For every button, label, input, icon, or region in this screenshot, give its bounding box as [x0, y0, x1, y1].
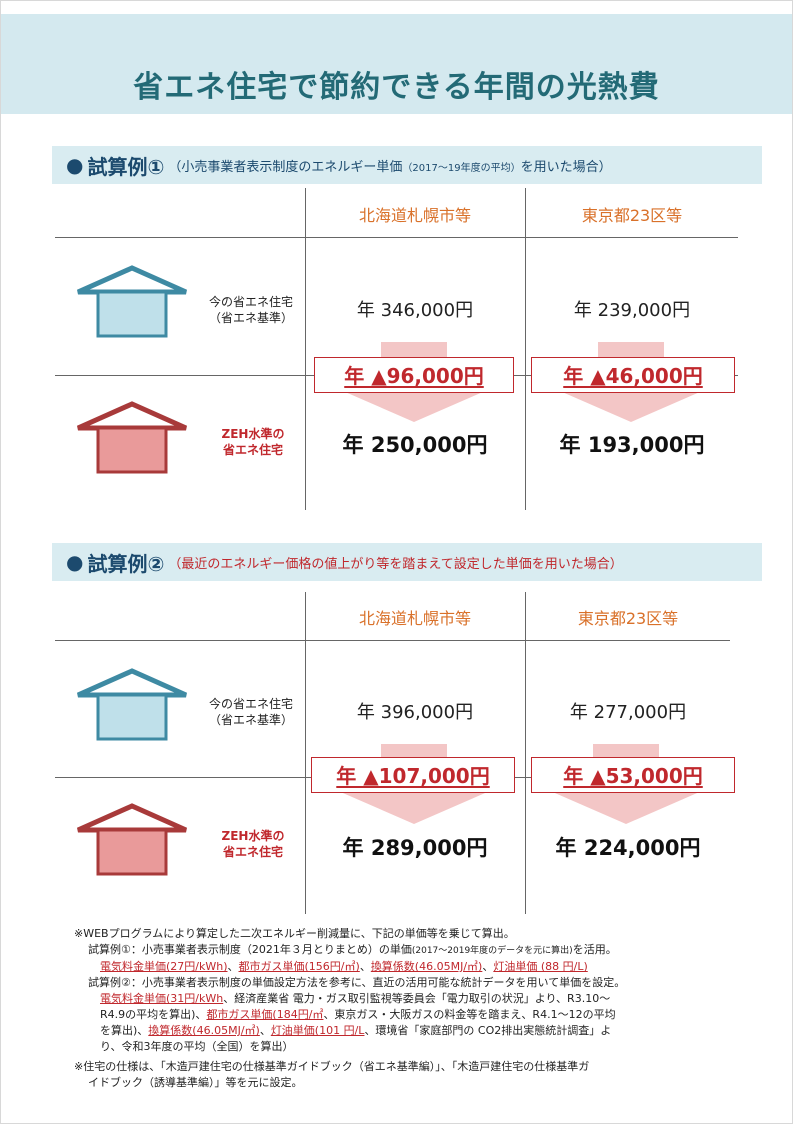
note-line: 電気料金単価(31円/kWh、経済産業省 電力・ガス取引監視等委員会「電力取引の… [100, 992, 611, 1005]
saving-amount-sapporo: 年 ▲96,000円 [314, 357, 514, 393]
zeh-cost-sapporo: 年 289,000円 [342, 836, 488, 860]
note-line: ※住宅の仕様は、「木造戸建住宅の仕様基準ガイドブック（省エネ基準編）」、「木造戸… [74, 1060, 590, 1073]
current-house-label: 今の省エネ住宅 （省エネ基準） [208, 295, 293, 325]
table-divider [525, 188, 526, 510]
note-line: ※WEBプログラムにより算定した二次エネルギー削減量に、下記の単価等を乗じて算出… [74, 927, 515, 940]
page-title: 省エネ住宅で節約できる年間の光熱費 [133, 70, 660, 105]
current-cost-tokyo: 年 239,000円 [573, 300, 691, 321]
column-header-tokyo: 東京都23区等 [577, 609, 679, 628]
table-divider [305, 592, 306, 914]
note-line: 電気料金単価(27円/kWh)、都市ガス単価(156円/㎥)、換算係数(46.0… [100, 960, 588, 973]
zeh-cost-sapporo: 年 250,000円 [342, 433, 488, 457]
zeh-house-icon [76, 803, 188, 876]
column-header-tokyo: 東京都23区等 [581, 206, 683, 225]
current-cost-tokyo: 年 277,000円 [569, 702, 687, 723]
current-house-icon [76, 265, 188, 338]
table-divider [525, 592, 526, 914]
saving-amount-tokyo: 年 ▲46,000円 [531, 357, 735, 393]
note-line: R4.9の平均を算出)、都市ガス単価(184円/㎥、東京ガス・大阪ガスの料金等を… [100, 1008, 616, 1021]
section-1-table: 北海道札幌市等 東京都23区等 今の省エネ住宅 （省エネ基準） ZEH水準の 省エネ… [0, 188, 793, 518]
section-2-header: ● 試算例② （最近のエネルギー価格の値上がり等を踏まえて設定した単価を用いた場… [52, 543, 762, 581]
zeh-cost-tokyo: 年 224,000円 [555, 836, 701, 860]
note-line: 試算例②：小売事業者表示制度の単価設定方法を参考に、直近の活用可能な統計データを… [88, 976, 626, 989]
note-line: を算出)、換算係数(46.05MJ/㎥)、灯油単価(101 円/L、環境省「家庭… [100, 1024, 612, 1037]
current-house-label: 今の省エネ住宅 （省エネ基準） [208, 697, 293, 727]
column-header-sapporo: 北海道札幌市等 [358, 206, 471, 225]
saving-amount-tokyo: 年 ▲53,000円 [531, 757, 735, 793]
column-header-sapporo: 北海道札幌市等 [358, 609, 471, 628]
current-cost-sapporo: 年 346,000円 [356, 300, 474, 321]
section-bullet: ● [66, 550, 84, 574]
section-label: 試算例② [87, 551, 165, 576]
header-band [1, 14, 792, 114]
zeh-cost-tokyo: 年 193,000円 [559, 433, 705, 457]
note-line: イドブック（誘導基準編）」等を元に設定。 [88, 1076, 303, 1089]
note-line: り、令和3年度の平均（全国）を算出） [100, 1040, 294, 1053]
section-description: （最近のエネルギー価格の値上がり等を踏まえて設定した単価を用いた場合） [168, 556, 623, 572]
current-cost-sapporo: 年 396,000円 [356, 702, 474, 723]
section-1-header: ● 試算例① （小売事業者表示制度のエネルギー単価（2017～19年度の平均）を… [52, 146, 762, 184]
section-description: （小売事業者表示制度のエネルギー単価（2017～19年度の平均）を用いた場合） [168, 159, 612, 175]
zeh-house-label: ZEH水準の 省エネ住宅 [221, 427, 285, 457]
current-house-icon [76, 668, 188, 741]
table-divider [55, 640, 730, 641]
zeh-house-icon [76, 401, 188, 474]
section-2-table: 北海道札幌市等 東京都23区等 今の省エネ住宅 （省エネ基準） ZEH水準の 省エネ… [0, 592, 793, 922]
section-label: 試算例① [87, 154, 165, 179]
section-bullet: ● [66, 153, 84, 177]
table-divider [305, 188, 306, 510]
saving-amount-sapporo: 年 ▲107,000円 [311, 757, 515, 793]
footnotes: ※WEBプログラムにより算定した二次エネルギー削減量に、下記の単価等を乗じて算出… [74, 926, 744, 1091]
note-line: 試算例①：小売事業者表示制度（2021年３月とりまとめ）の単価(2017～201… [88, 943, 617, 956]
table-divider [55, 237, 738, 238]
zeh-house-label: ZEH水準の 省エネ住宅 [221, 829, 285, 859]
